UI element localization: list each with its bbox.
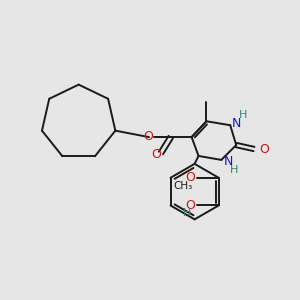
Text: CH₃: CH₃ (173, 181, 193, 191)
Text: O: O (259, 142, 269, 155)
Text: O: O (185, 171, 195, 184)
Text: H: H (230, 165, 238, 175)
Text: N: N (232, 117, 242, 130)
Text: H: H (183, 208, 191, 218)
Text: O: O (151, 148, 161, 161)
Text: O: O (143, 130, 153, 142)
Text: N: N (223, 155, 233, 168)
Text: O: O (185, 199, 195, 212)
Text: H: H (239, 110, 248, 120)
